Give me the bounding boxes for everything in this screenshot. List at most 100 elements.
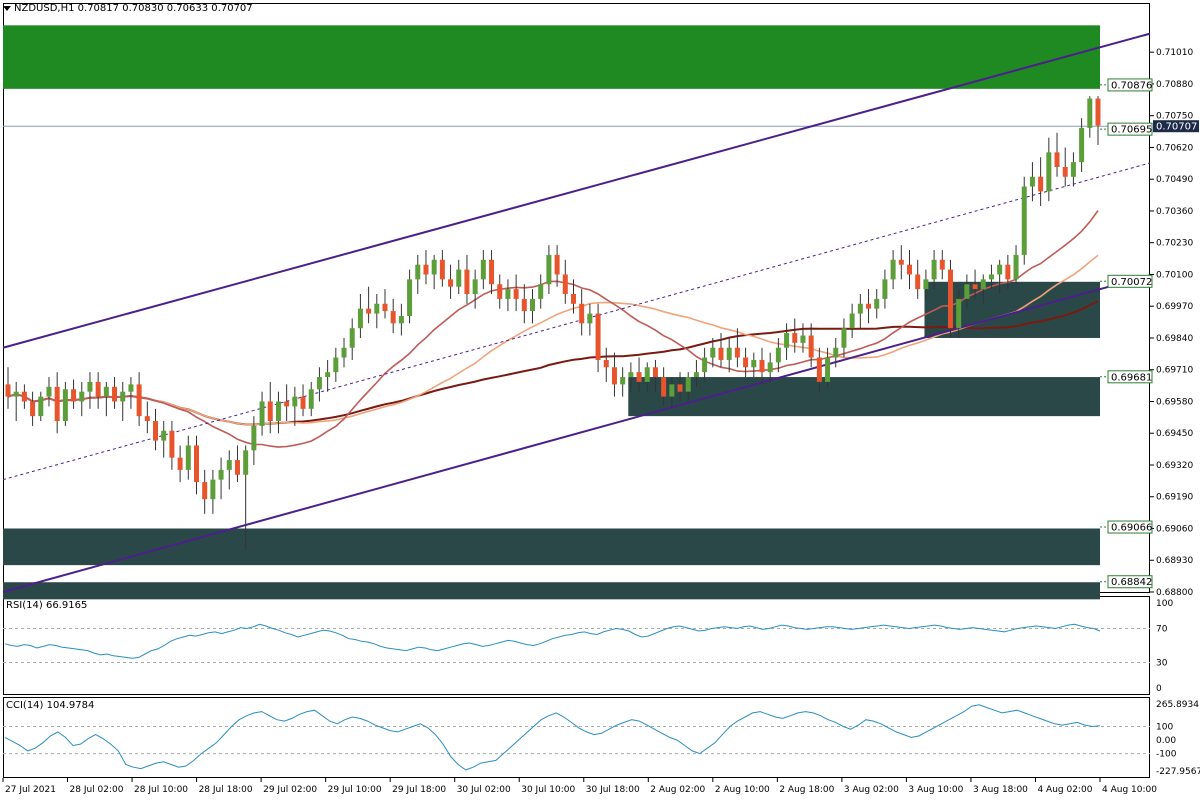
- candle: [1038, 157, 1044, 207]
- candle: [161, 421, 167, 458]
- candle: [956, 289, 962, 338]
- candle: [439, 250, 445, 287]
- candle-body: [349, 328, 355, 348]
- candle-body: [505, 289, 511, 299]
- cci-label: CCI(14) 104.9784: [6, 700, 95, 711]
- candle-body: [652, 367, 658, 378]
- candle: [611, 352, 617, 397]
- candle-body: [202, 482, 208, 500]
- candle-body: [734, 347, 740, 358]
- candle: [448, 264, 454, 299]
- candle-body: [751, 359, 757, 368]
- candle: [595, 303, 601, 373]
- candle-body: [1054, 152, 1060, 167]
- ma-fast-line: [7, 210, 1099, 448]
- candle-body: [275, 401, 281, 422]
- candle: [325, 359, 331, 392]
- demand-zone: [628, 377, 1100, 417]
- candle: [13, 381, 19, 422]
- candle: [95, 372, 101, 409]
- time-tick-label: 2 Aug 10:00: [715, 785, 770, 795]
- candle: [857, 294, 863, 329]
- candle-body: [251, 425, 257, 451]
- candle: [464, 254, 470, 304]
- candle: [366, 286, 372, 324]
- candle: [849, 303, 855, 338]
- candle-body: [1070, 162, 1076, 177]
- candle-body: [800, 335, 806, 343]
- candle-body: [603, 359, 609, 368]
- candle: [685, 372, 691, 402]
- level-label-box: [1107, 78, 1153, 92]
- price-tick-label: 0.69450: [1156, 429, 1193, 439]
- candle: [349, 318, 355, 360]
- candle-body: [366, 308, 372, 314]
- candle-body: [857, 303, 863, 314]
- candle: [505, 279, 511, 312]
- candle: [538, 274, 544, 309]
- level-label: 0.70695: [1111, 125, 1152, 136]
- candle: [193, 435, 199, 495]
- candle: [521, 284, 527, 324]
- candle: [882, 269, 888, 309]
- current-price-tag: [1153, 120, 1199, 133]
- candle: [759, 347, 765, 385]
- candle: [1070, 152, 1076, 187]
- candle-body: [357, 308, 363, 329]
- candle-body: [964, 284, 970, 299]
- candle-body: [62, 389, 68, 422]
- candle: [71, 379, 77, 409]
- candle-body: [988, 274, 994, 280]
- candle: [743, 347, 749, 378]
- time-tick-label: 27 Jul 2021: [5, 785, 56, 795]
- level-label: 0.69681: [1111, 372, 1152, 383]
- candle: [972, 269, 978, 299]
- candle: [890, 250, 896, 290]
- candle-body: [898, 259, 904, 265]
- candle-body: [497, 284, 503, 299]
- candle-body: [292, 396, 298, 407]
- candle: [751, 352, 757, 378]
- candle: [267, 381, 273, 434]
- price-tick-label: 0.69190: [1156, 493, 1193, 503]
- candle-body: [767, 362, 773, 373]
- candle: [210, 469, 216, 514]
- level-label: 0.70876: [1111, 80, 1152, 91]
- candle-body: [907, 264, 913, 275]
- cci-pane-frame: [3, 697, 1150, 778]
- candle: [784, 323, 790, 360]
- candle: [816, 347, 822, 392]
- candle: [1005, 254, 1011, 290]
- dropdown-triangle-icon[interactable]: [3, 5, 11, 11]
- rsi-tick-label: 30: [1156, 659, 1168, 669]
- candle: [5, 367, 11, 409]
- candle-body: [308, 389, 314, 409]
- candle-body: [579, 303, 585, 324]
- demand-zone: [3, 528, 1100, 566]
- candle-body: [177, 457, 183, 470]
- candle-body: [784, 333, 790, 348]
- candle-body: [775, 347, 781, 363]
- candle: [259, 391, 265, 436]
- candle-body: [1095, 98, 1101, 126]
- price-tick-label: 0.69060: [1156, 524, 1193, 534]
- candle: [144, 401, 150, 434]
- candle-body: [13, 391, 19, 397]
- time-tick-label: 4 Aug 02:00: [1037, 785, 1092, 795]
- candle-body: [620, 377, 626, 385]
- candle: [30, 391, 36, 426]
- candle: [1029, 162, 1035, 202]
- candle-body: [882, 279, 888, 299]
- candle-body: [562, 274, 568, 295]
- candle-body: [808, 335, 814, 358]
- candle: [1046, 137, 1052, 202]
- candle: [898, 245, 904, 280]
- candle: [1095, 96, 1101, 146]
- candle: [87, 372, 93, 409]
- candle: [407, 269, 413, 324]
- candle-body: [931, 259, 937, 280]
- candle-body: [316, 377, 322, 390]
- candle-body: [669, 384, 675, 397]
- candle-body: [243, 450, 249, 475]
